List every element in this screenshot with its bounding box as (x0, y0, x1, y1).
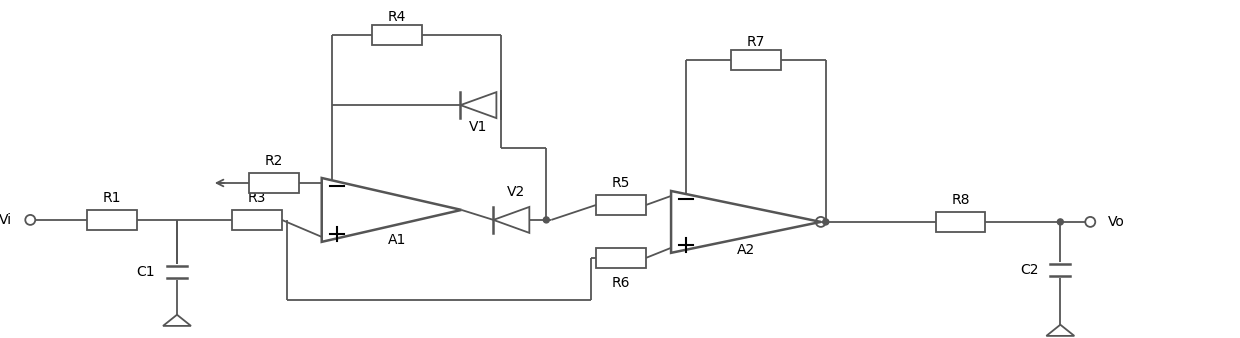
Bar (730, 50, 781, 70)
Text: R3: R3 (248, 191, 267, 205)
Circle shape (543, 217, 549, 223)
Text: R4: R4 (387, 10, 405, 24)
Polygon shape (494, 207, 529, 233)
Text: R7: R7 (746, 35, 765, 49)
Polygon shape (671, 191, 821, 253)
Text: C2: C2 (1019, 263, 1038, 277)
Bar (935, 212, 986, 232)
Circle shape (1058, 219, 1064, 225)
Text: A1: A1 (387, 233, 405, 247)
Text: R2: R2 (264, 154, 283, 168)
Text: R5: R5 (613, 176, 630, 190)
Bar (232, 210, 281, 230)
Circle shape (823, 219, 828, 225)
Text: R1: R1 (103, 191, 122, 205)
Polygon shape (460, 92, 496, 118)
Bar (87, 210, 138, 230)
Polygon shape (162, 315, 191, 326)
Text: A2: A2 (737, 243, 755, 257)
Bar (596, 195, 646, 215)
Bar (596, 248, 646, 268)
Bar (372, 25, 422, 45)
Text: R8: R8 (951, 193, 970, 207)
Text: Vo: Vo (1109, 215, 1125, 229)
Polygon shape (321, 178, 461, 242)
Polygon shape (1047, 325, 1074, 336)
Bar (249, 173, 299, 193)
Text: R6: R6 (611, 276, 630, 290)
Text: V2: V2 (507, 185, 526, 199)
Text: V1: V1 (469, 120, 487, 134)
Text: Vi: Vi (0, 213, 12, 227)
Text: C1: C1 (136, 265, 155, 279)
